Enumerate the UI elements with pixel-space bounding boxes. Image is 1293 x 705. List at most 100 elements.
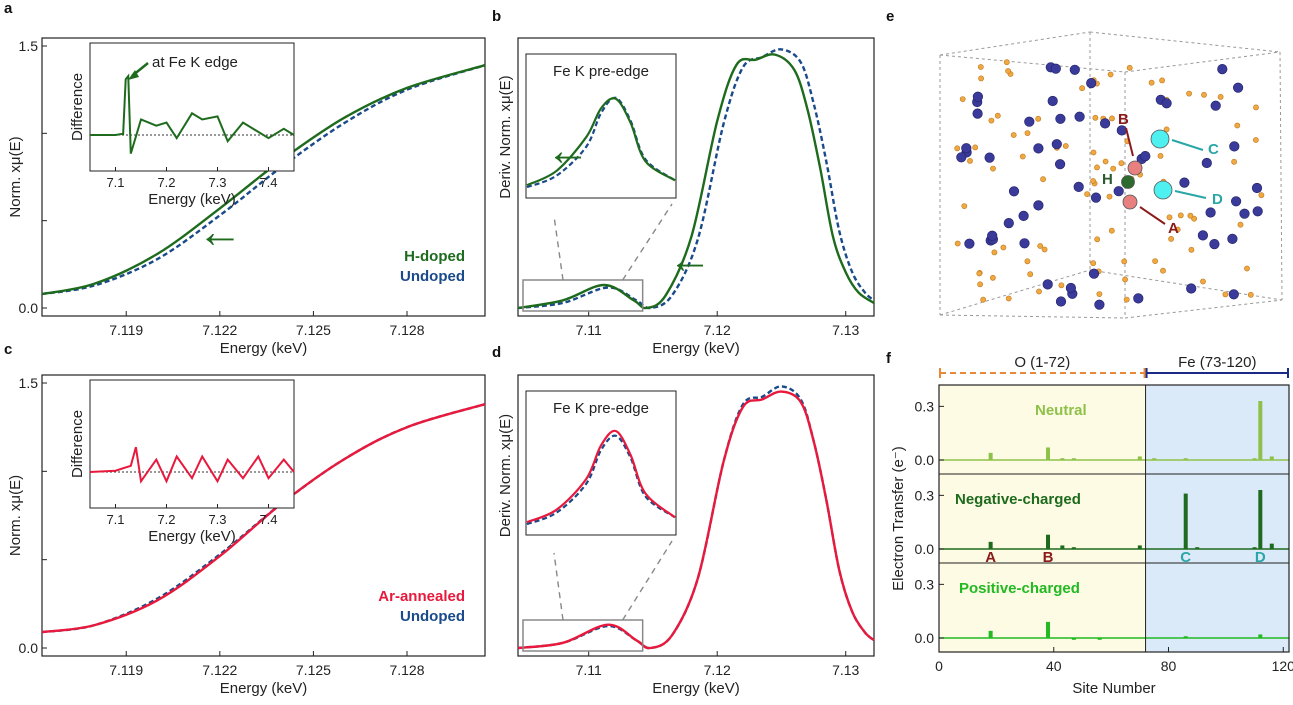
iron-atom [972, 91, 984, 102]
bar [1071, 638, 1076, 640]
oxygen-atom [972, 144, 979, 151]
y-tick-label: 0.3 [915, 576, 935, 592]
iron-atom [1008, 186, 1020, 197]
oxygen-atom [1084, 191, 1090, 197]
inset-series-line [526, 434, 676, 526]
oxygen-atom [1027, 271, 1034, 278]
y-axis-label: Electron Transfer (e⁻) [890, 446, 907, 591]
panel-letter-d: d [492, 344, 501, 361]
region-bg-1 [1145, 385, 1289, 652]
iron-atom [956, 152, 967, 163]
inset-x-tick-label: 7.3 [208, 512, 226, 527]
site-label-b: B [1043, 549, 1054, 566]
iron-atom [964, 238, 975, 249]
oxygen-atom [1160, 267, 1166, 274]
oxygen-atom [1157, 152, 1164, 159]
panel-f-chart: O (1-72) Fe (73-120) Neutral 0.0 0.3 Negative… [890, 354, 1293, 697]
cell-edge [939, 314, 1126, 319]
iron-atom [1229, 141, 1240, 152]
site-a-atom [1122, 194, 1138, 210]
iron-atom [1209, 239, 1220, 250]
bar [1046, 534, 1051, 549]
inset-x-tick-label: 7.2 [157, 512, 175, 527]
pointer-arrow [1125, 127, 1134, 157]
cell-edge [1279, 51, 1283, 301]
inset: Fe K pre-edge ← [525, 53, 677, 199]
x-axis-label: Energy (keV) [220, 340, 308, 357]
oxygen-atom [1090, 260, 1097, 267]
site-label-a: A [985, 549, 996, 566]
legend-entry: Ar-annealed [378, 588, 465, 605]
iron-atom [1003, 218, 1014, 229]
iron-atom [1055, 296, 1067, 307]
oxygen-atom [1036, 288, 1042, 295]
bar [1137, 545, 1142, 549]
oxygen-atom [1222, 291, 1229, 298]
x-tick-label: 7.12 [704, 662, 731, 678]
zoom-connector [622, 540, 673, 621]
iron-atom [1094, 299, 1105, 310]
bar [1097, 638, 1102, 640]
bar [1258, 490, 1263, 549]
oxygen-atom [1106, 193, 1113, 200]
oxygen-atom [1123, 296, 1130, 303]
oxygen-atom [1058, 282, 1065, 289]
oxygen-atom [1201, 91, 1207, 98]
oxygen-atom [961, 203, 968, 209]
oxygen-atom [1109, 115, 1115, 122]
annotation-arrowhead [128, 70, 139, 80]
iron-atom [1055, 113, 1066, 124]
inset-x-axis-label: Energy (keV) [148, 528, 236, 545]
inset-x-tick-label: 7.4 [259, 175, 277, 190]
inset-x-axis-label: Energy (keV) [148, 191, 236, 208]
inset-difference-line [89, 446, 295, 484]
oxygen-atom [1092, 114, 1099, 121]
x-tick-label: 7.125 [296, 322, 331, 338]
iron-atom [1228, 289, 1239, 300]
y-tick-label: 0.0 [19, 640, 39, 656]
iron-atom [1047, 95, 1058, 107]
oxygen-atom [1003, 59, 1010, 66]
bar [1060, 545, 1065, 549]
oxygen-atom [1108, 227, 1115, 234]
oxygen-atom [1110, 165, 1117, 172]
iron-atom [1239, 208, 1250, 219]
oxygen-atom [1126, 64, 1133, 71]
zoom-region-box [522, 279, 644, 312]
iron-atom [1217, 63, 1228, 75]
shift-arrow: ← [668, 234, 712, 283]
iron-atom [1042, 279, 1053, 290]
inset: 7.1 7.2 7.3 7.4 Energy (keV) Difference [69, 379, 295, 545]
oxygen-atom [1188, 246, 1195, 253]
x-tick-label: 80 [1161, 658, 1177, 674]
oxygen-atom [1041, 246, 1048, 253]
series-line-ar-annealed [517, 390, 875, 650]
y-tick-label: 0.3 [915, 398, 935, 414]
oxygen-atom [1118, 160, 1125, 167]
plot-frame [517, 374, 875, 657]
site-b-atom [1127, 160, 1143, 176]
oxygen-atom [1163, 126, 1170, 133]
iron-atom [961, 143, 972, 154]
x-tick-label: 0 [935, 658, 943, 674]
oxygen-atom [1244, 265, 1250, 272]
site-label-d: D [1212, 191, 1223, 208]
site-label-h: H [1102, 171, 1113, 188]
bar [1046, 621, 1051, 638]
pointer-arrow [1174, 190, 1207, 199]
region-label: Fe (73-120) [1178, 354, 1256, 371]
site-label-b: B [1118, 111, 1129, 128]
iron-atom [1024, 116, 1035, 127]
oxygen-atom [978, 75, 984, 82]
x-axis-label: Energy (keV) [652, 340, 740, 357]
oxygen-atom [1166, 214, 1173, 221]
oxygen-atom [1102, 158, 1109, 165]
oxygen-atom [954, 240, 961, 247]
x-tick-label: 7.119 [109, 662, 143, 678]
panel-letter-f: f [886, 350, 892, 367]
inset-frame [89, 379, 295, 509]
series-line-h-doped [517, 53, 875, 310]
region-bg-0 [939, 385, 1146, 652]
oxygen-atom [1200, 278, 1206, 285]
